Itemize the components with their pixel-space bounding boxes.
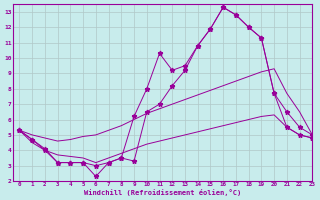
- X-axis label: Windchill (Refroidissement éolien,°C): Windchill (Refroidissement éolien,°C): [84, 189, 241, 196]
